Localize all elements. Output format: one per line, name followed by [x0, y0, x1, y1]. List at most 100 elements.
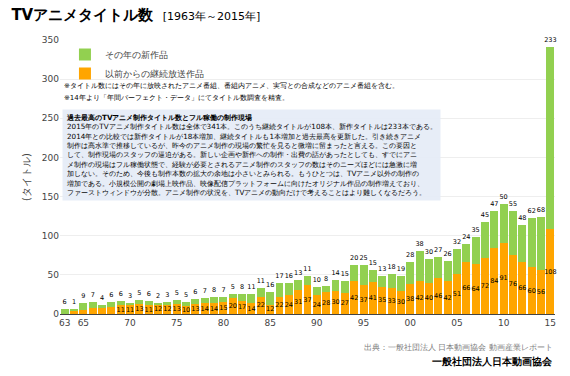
svg-text:5: 5: [184, 291, 188, 299]
svg-text:233: 233: [544, 36, 556, 44]
svg-text:65: 65: [78, 318, 89, 328]
svg-text:40: 40: [425, 294, 433, 302]
svg-text:6: 6: [109, 291, 113, 299]
svg-text:19: 19: [397, 265, 405, 273]
svg-text:15: 15: [219, 304, 227, 312]
svg-text:20: 20: [229, 302, 237, 310]
svg-text:28: 28: [322, 299, 330, 307]
svg-text:一般社団法人日本動画協会: 一般社団法人日本動画協会: [432, 356, 553, 367]
svg-text:33: 33: [387, 297, 395, 305]
svg-text:15: 15: [545, 318, 556, 328]
svg-text:22: 22: [275, 301, 283, 309]
svg-text:8: 8: [240, 283, 244, 291]
svg-text:00: 00: [405, 318, 417, 328]
svg-text:15: 15: [341, 270, 349, 278]
svg-text:72: 72: [481, 282, 489, 290]
svg-text:6: 6: [193, 288, 197, 296]
svg-text:9: 9: [81, 292, 85, 300]
svg-text:80: 80: [218, 318, 230, 328]
svg-text:37: 37: [359, 296, 367, 304]
svg-text:出典：一般社団法人 日本動画協会 動画産業レポート: 出典：一般社団法人 日本動画協会 動画産業レポート: [364, 343, 553, 352]
svg-text:62: 62: [528, 207, 536, 215]
svg-text:56: 56: [537, 288, 545, 296]
svg-text:10: 10: [182, 306, 190, 314]
svg-text:50: 50: [499, 193, 507, 201]
svg-text:過去最高のTVアニメ制作タイトル数とフル稼働の制作現場201: 過去最高のTVアニメ制作タイトル数とフル稼働の制作現場2015年のTVアニメ制作…: [66, 113, 437, 197]
svg-text:46: 46: [434, 292, 442, 300]
svg-text:24: 24: [313, 301, 321, 309]
svg-text:11: 11: [247, 283, 255, 291]
svg-text:14: 14: [210, 305, 218, 313]
svg-text:11: 11: [257, 277, 265, 285]
svg-text:48: 48: [518, 214, 526, 222]
svg-text:95: 95: [358, 318, 369, 328]
svg-text:25: 25: [359, 254, 367, 262]
svg-text:※タイトル数にはその年に放映されたアニメ番組、番組内アニメ、: ※タイトル数にはその年に放映されたアニメ番組、番組内アニメ、実写との合成などのア…: [64, 82, 399, 90]
svg-text:350: 350: [42, 35, 59, 45]
svg-text:12: 12: [163, 305, 171, 313]
svg-text:その年の新作品: その年の新作品: [105, 50, 168, 60]
svg-text:70: 70: [124, 318, 136, 328]
svg-text:51: 51: [453, 290, 461, 298]
svg-text:11: 11: [117, 306, 125, 314]
svg-text:28: 28: [406, 251, 414, 259]
svg-text:05: 05: [451, 318, 462, 328]
svg-text:13: 13: [135, 305, 143, 313]
svg-text:14: 14: [247, 305, 255, 313]
svg-text:63: 63: [59, 318, 70, 328]
svg-text:11: 11: [303, 265, 311, 273]
svg-text:24: 24: [285, 301, 293, 309]
svg-text:22: 22: [257, 301, 265, 309]
svg-text:13: 13: [378, 265, 386, 273]
svg-text:11: 11: [126, 306, 134, 314]
svg-text:7: 7: [221, 286, 225, 294]
svg-text:3: 3: [128, 292, 132, 300]
svg-text:15: 15: [369, 259, 377, 267]
svg-text:以前からの継続放送作品: 以前からの継続放送作品: [105, 69, 204, 79]
svg-text:12: 12: [266, 305, 274, 313]
svg-text:5: 5: [231, 283, 235, 291]
svg-text:35: 35: [378, 296, 386, 304]
svg-text:TVアニメタイトル数 [1963年～2015年]: TVアニメタイトル数 [1963年～2015年]: [11, 6, 260, 24]
svg-text:30: 30: [331, 298, 339, 306]
svg-text:27: 27: [434, 246, 442, 254]
svg-text:10: 10: [313, 276, 321, 284]
svg-text:6: 6: [63, 298, 67, 306]
svg-text:11: 11: [145, 306, 153, 314]
svg-text:27: 27: [341, 299, 349, 307]
svg-text:31: 31: [294, 298, 302, 306]
svg-text:108: 108: [544, 268, 556, 276]
svg-text:6: 6: [119, 290, 123, 298]
svg-text:91: 91: [499, 274, 507, 282]
svg-text:35: 35: [471, 226, 479, 234]
svg-text:24: 24: [462, 233, 470, 241]
svg-text:30: 30: [397, 298, 405, 306]
svg-text:(タイトル): (タイトル): [21, 153, 32, 201]
svg-text:200: 200: [42, 153, 59, 163]
svg-text:7: 7: [203, 287, 207, 295]
svg-text:41: 41: [369, 294, 377, 302]
svg-text:42: 42: [415, 294, 423, 302]
svg-text:5: 5: [137, 289, 141, 297]
svg-text:66: 66: [462, 284, 470, 292]
svg-text:30: 30: [425, 248, 433, 256]
svg-text:76: 76: [509, 280, 517, 288]
svg-text:38: 38: [415, 240, 423, 248]
svg-text:4: 4: [100, 294, 104, 302]
svg-text:66: 66: [518, 284, 526, 292]
svg-text:8: 8: [212, 286, 216, 294]
svg-text:8: 8: [324, 275, 328, 283]
svg-text:26: 26: [443, 250, 451, 258]
svg-text:14: 14: [201, 305, 209, 313]
svg-text:47: 47: [490, 200, 498, 208]
svg-text:14: 14: [331, 269, 339, 277]
svg-text:17: 17: [275, 272, 283, 280]
svg-text:10: 10: [498, 318, 510, 328]
svg-text:17: 17: [238, 303, 246, 311]
svg-text:7: 7: [91, 291, 95, 299]
svg-text:3: 3: [165, 291, 169, 299]
svg-text:68: 68: [537, 206, 545, 214]
svg-text:0: 0: [53, 309, 59, 319]
svg-text:37: 37: [303, 296, 311, 304]
svg-text:50: 50: [48, 270, 60, 280]
